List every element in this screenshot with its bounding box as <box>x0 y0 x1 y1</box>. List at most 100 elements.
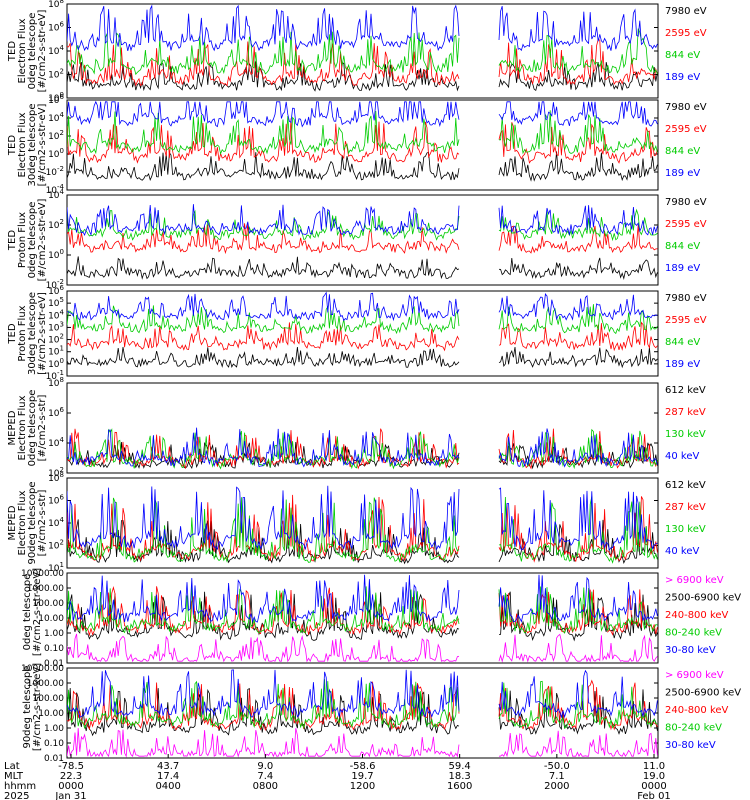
trace-2500-6900-kev <box>67 687 658 737</box>
x-tick-label: -50.0 <box>544 761 570 772</box>
x-tick-label: 0000 <box>641 781 666 792</box>
legend-entry: > 6900 keV <box>665 670 724 681</box>
x-tick-label: -78.5 <box>58 761 84 772</box>
legend-entry: 30-80 keV <box>665 645 716 656</box>
y-tick-label: 10-1 <box>46 369 64 382</box>
legend-entry: 844 eV <box>665 146 700 157</box>
trace-40-kev <box>67 427 658 468</box>
y-tick-label: 104 <box>48 111 64 124</box>
legend-entry: 7980 eV <box>665 197 707 208</box>
legend-entry: 2595 eV <box>665 315 707 326</box>
trace-287-kev <box>67 494 658 563</box>
x-tick-label: 19.7 <box>351 771 373 782</box>
y-tick-label: 102 <box>48 539 64 552</box>
y-axis-label-line: 0deg telescope <box>22 574 33 651</box>
y-tick-label: 105 <box>48 296 64 309</box>
trace-189-ev <box>67 100 658 128</box>
y-tick-label: 1000.00 <box>27 679 64 689</box>
legend-entry: 130 keV <box>665 429 706 440</box>
legend-entry: 7980 eV <box>665 293 707 304</box>
y-tick-label: 100 <box>48 248 64 261</box>
legend-entry: 40 keV <box>665 451 699 462</box>
legend-entry: > 6900 keV <box>665 575 724 586</box>
legend-entry: 189 eV <box>665 359 700 370</box>
legend-entry: 240-800 keV <box>665 610 729 621</box>
y-tick-label: 106 <box>48 406 64 419</box>
trace--6900-kev <box>67 633 658 663</box>
x-tick-label: 1200 <box>350 781 375 792</box>
y-axis-label-line: [#/cm2-s-str-keV] <box>32 568 43 656</box>
legend-entry: 130 keV <box>665 524 706 535</box>
y-tick-label: 104 <box>48 516 64 529</box>
y-axis-label-line: Electron Flux <box>17 18 28 83</box>
legend-entry: 189 eV <box>665 263 700 274</box>
legend-entry: 30-80 keV <box>665 740 716 751</box>
trace-2595-ev <box>67 321 658 352</box>
y-axis-label-line: TED <box>7 230 18 251</box>
x-tick-label: 22.3 <box>60 771 82 782</box>
legend-entry: 2595 eV <box>665 219 707 230</box>
y-tick-label: 102 <box>48 218 64 231</box>
y-tick-label: 1000.00 <box>27 584 64 594</box>
x-tick-label: 43.7 <box>157 761 179 772</box>
y-tick-label: 102 <box>48 129 64 142</box>
y-tick-label: 10.00 <box>38 614 64 624</box>
y-axis-label: TEDElectron Flux30deg telescope[#/cm2-s-… <box>7 103 48 186</box>
panel-meped-proton-0: 0.01 0.10 1.00 10.00 100.00 1000.00 10000.000d… <box>21 568 741 669</box>
legend-entry: 189 eV <box>665 168 700 179</box>
legend-entry: 189 eV <box>665 72 700 83</box>
axis-row-label: MLT <box>4 771 24 782</box>
trace-80-240-kev <box>67 679 658 730</box>
x-tick-label: Feb 01 <box>637 791 671 800</box>
y-axis-label-line: TED <box>7 135 18 156</box>
trace--6900-kev <box>67 728 658 758</box>
legend-entry: 2500-6900 keV <box>665 688 741 699</box>
y-axis-label-line: MEPED <box>7 410 18 445</box>
y-axis-label-line: 0deg telescope <box>27 390 38 467</box>
y-axis-label-line: TED <box>7 323 18 344</box>
y-axis-label-line: 30deg telescope <box>27 292 38 375</box>
legend-entry: 844 eV <box>665 337 700 348</box>
y-axis-label: TEDProton Flux0deg telescope[#/cm2-s-str… <box>7 199 48 282</box>
y-axis-label-line: [#/cm2-s-str] <box>37 394 48 461</box>
y-axis-label-line: Proton Flux <box>17 305 28 361</box>
y-axis-label-line: 0deg telescope <box>27 202 38 279</box>
y-tick-label: 102 <box>48 68 64 81</box>
x-tick-label: 11.0 <box>643 761 665 772</box>
y-axis-label-line: [#/cm2-s-str-eV] <box>37 10 48 93</box>
y-tick-label: 104 <box>48 436 64 449</box>
y-tick-label: 100.00 <box>33 694 65 704</box>
y-axis-label-line: Electron Flux <box>17 112 28 177</box>
x-tick-label: 18.3 <box>449 771 471 782</box>
trace-40-kev <box>67 485 658 551</box>
trace-30-80-kev <box>67 574 658 623</box>
y-axis-label-line: [#/cm2-s-str-eV] <box>37 199 48 282</box>
trace-7980-ev <box>67 346 658 369</box>
y-axis-label-line: 30deg telescope <box>27 103 38 186</box>
trace-7980-ev <box>67 151 658 182</box>
y-tick-label: 0.10 <box>44 644 64 654</box>
x-tick-label: 0000 <box>58 781 83 792</box>
legend-entry: 2500-6900 keV <box>665 593 741 604</box>
x-tick-label: 7.1 <box>549 771 565 782</box>
y-axis-label: TEDProton Flux30deg telescope[#/cm2-s-st… <box>7 292 48 375</box>
y-tick-label: 10000.00 <box>21 569 64 579</box>
panel-frame <box>66 99 659 191</box>
y-axis-label-line: MEPED <box>7 505 18 540</box>
y-axis-label-line: Proton Flux <box>17 212 28 268</box>
y-tick-label: 10.00 <box>38 709 64 719</box>
legend-entry: 287 keV <box>665 407 706 418</box>
y-tick-label: 10-2 <box>46 278 64 291</box>
y-tick-label: 100.00 <box>33 599 65 609</box>
y-tick-label: 0.01 <box>44 659 64 669</box>
panel-frame <box>66 382 659 474</box>
y-axis-label-line: [#/cm2-s-str-eV] <box>37 104 48 187</box>
trace-189-ev <box>67 291 658 322</box>
trace-2595-ev <box>67 118 658 164</box>
axis-row-label: 2025 <box>4 791 29 800</box>
y-tick-label: 101 <box>48 561 64 574</box>
